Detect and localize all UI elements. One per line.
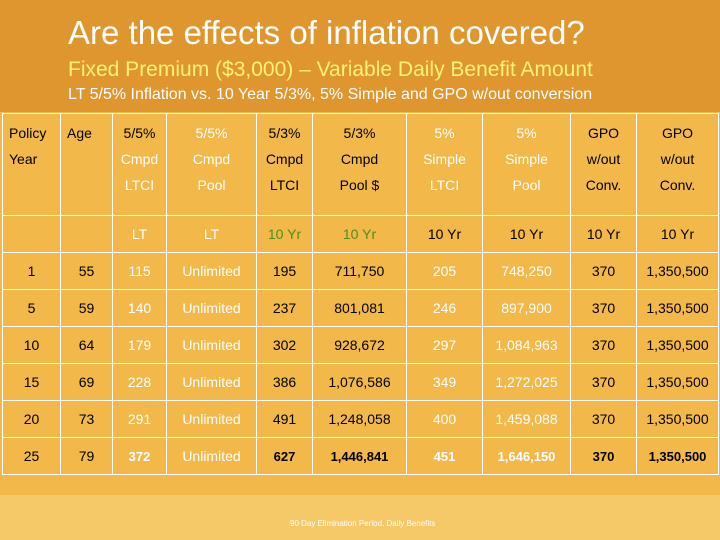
- table-row: 20 73 291 Unlimited 491 1,248,058 400 1,459,…: [2, 400, 719, 438]
- period-col-2: LT: [166, 215, 257, 253]
- header-band: [0, 0, 720, 112]
- comparison-table: Policy Year Age 5/5% Cmpd LTCI 5/5% Cmpd…: [2, 113, 719, 475]
- header-policy-year: Policy Year: [2, 113, 61, 216]
- header-col-8: GPO w/out Conv.: [636, 113, 719, 216]
- table-row: 15 69 228 Unlimited 386 1,076,586 349 1,272,…: [2, 363, 719, 401]
- period-col-1: LT: [112, 215, 167, 253]
- period-col-7: 10 Yr: [570, 215, 637, 253]
- footer-band: [0, 495, 720, 540]
- header-col-5: 5% Simple LTCI: [406, 113, 483, 216]
- header-col-1: 5/5% Cmpd LTCI: [112, 113, 167, 216]
- header-col-6: 5% Simple Pool: [482, 113, 571, 216]
- header-col-3: 5/3% Cmpd LTCI: [256, 113, 313, 216]
- table-row: 1 55 115 Unlimited 195 711,750 205 748,250 3…: [2, 252, 719, 290]
- period-col-6: 10 Yr: [482, 215, 571, 253]
- period-col-3: 10 Yr: [256, 215, 313, 253]
- header-col-2: 5/5% Cmpd Pool: [166, 113, 257, 216]
- header-row: Policy Year Age 5/5% Cmpd LTCI 5/5% Cmpd…: [2, 113, 719, 216]
- header-age: Age: [60, 113, 113, 216]
- slide-title: Are the effects of inflation covered?: [68, 14, 585, 51]
- header-col-7: GPO w/out Conv.: [570, 113, 637, 216]
- table-row: 5 59 140 Unlimited 237 801,081 246 897,900 3…: [2, 289, 719, 327]
- period-col-8: 10 Yr: [636, 215, 719, 253]
- period-col-5: 10 Yr: [406, 215, 483, 253]
- slide-subtitle: Fixed Premium ($3,000) – Variable Daily …: [68, 58, 593, 81]
- period-row: LT LT 10 Yr 10 Yr 10 Yr 10 Yr 10 Yr 10 Y…: [2, 215, 719, 253]
- period-col-4: 10 Yr: [312, 215, 407, 253]
- header-col-4: 5/3% Cmpd Pool $: [312, 113, 407, 216]
- table-row: 25 79 372 Unlimited 627 1,446,841 451 1,646,…: [2, 437, 719, 475]
- footnote: 90 Day Elimination Period, Daily Benefit…: [290, 519, 436, 528]
- slide-subtitle-2: LT 5/5% Inflation vs. 10 Year 5/3%, 5% S…: [68, 86, 593, 103]
- table-row: 10 64 179 Unlimited 302 928,672 297 1,084,96…: [2, 326, 719, 364]
